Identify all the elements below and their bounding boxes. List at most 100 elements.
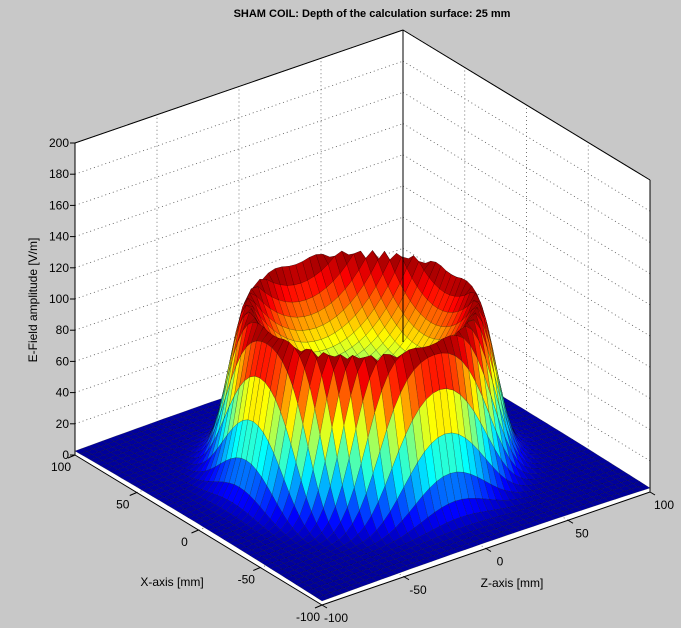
surface-patch (182, 470, 196, 477)
surface-patch (463, 531, 477, 539)
surface-patch (490, 484, 504, 501)
surface-patch (490, 395, 504, 447)
surface-patch (270, 565, 283, 572)
surface-patch (353, 325, 367, 343)
surface-patch (213, 530, 227, 537)
surface-patch (512, 412, 526, 419)
surface-patch (283, 315, 297, 331)
tick-label-z: 0 (497, 555, 504, 569)
surface-patch (345, 558, 359, 565)
surface-patch (258, 544, 271, 551)
surface-patch (437, 533, 451, 542)
surface-patch (492, 382, 505, 437)
surface-patch (517, 441, 531, 455)
surface-patch (321, 336, 334, 350)
surface-patch (503, 401, 517, 408)
surface-patch (502, 446, 516, 476)
surface-patch (218, 510, 232, 519)
surface-patch (285, 554, 299, 562)
surface-patch (266, 556, 280, 563)
surface-patch (345, 346, 358, 360)
surface-patch (292, 354, 305, 404)
surface-patch (497, 487, 511, 501)
surface-patch (370, 259, 384, 287)
tick-label-y: 180 (49, 167, 69, 181)
surface-patch (487, 534, 501, 541)
surface-patch (261, 331, 274, 345)
surface-patch (278, 557, 292, 564)
surface-patch (338, 561, 352, 568)
surface-patch (490, 342, 503, 401)
surface-patch (483, 480, 497, 501)
surface-patch (299, 549, 312, 557)
surface-patch (324, 586, 338, 593)
surface-patch (264, 541, 278, 549)
surface-patch (442, 538, 456, 546)
surface-patch (424, 443, 437, 489)
surface-patch (274, 266, 288, 286)
surface-patch (485, 359, 498, 417)
surface-patch (280, 572, 294, 579)
tick-label-x: -100 (296, 610, 320, 624)
tick-label-x: 0 (181, 535, 188, 549)
tick-mark-x (314, 604, 323, 609)
axis-edge-top-left (74, 29, 404, 144)
tick-label-y: 200 (49, 136, 69, 150)
surface-patch (365, 571, 379, 579)
tick-label-x: -50 (238, 573, 256, 587)
surface-patch (555, 511, 569, 518)
surface-patch (304, 553, 318, 560)
surface-patch (348, 567, 362, 574)
surface-patch (268, 550, 282, 558)
surface-patch (504, 435, 517, 468)
surface-patch (374, 539, 388, 549)
surface-patch (331, 584, 345, 591)
surface-patch (293, 546, 307, 553)
surface-patch (230, 420, 244, 459)
surface-patch (384, 570, 398, 577)
surface-patch (477, 357, 490, 414)
surface-patch (162, 499, 175, 506)
surface-patch (177, 508, 191, 515)
surface-patch (252, 541, 266, 548)
surface-patch (256, 550, 270, 557)
surface-patch (516, 434, 529, 442)
surface-patch (388, 527, 401, 542)
surface-patch (335, 572, 349, 579)
surface-patch (319, 583, 333, 590)
surface-patch (442, 335, 456, 357)
surface-patch (471, 302, 485, 319)
surface-patch (408, 307, 421, 327)
surface-patch (448, 500, 461, 521)
surface-patch (317, 547, 331, 555)
surface-patch (244, 527, 258, 536)
surface-patch (331, 394, 345, 458)
surface-patch (405, 562, 419, 570)
tick-mark-x (67, 454, 76, 459)
surface-patch (225, 502, 239, 515)
surface-patch (400, 559, 413, 566)
grid-line-y-right (402, 92, 651, 243)
tick-mark-z (485, 548, 492, 552)
surface-patch (512, 445, 526, 467)
tick-mark-z (567, 519, 574, 524)
surface-patch (447, 353, 461, 396)
surface-patch (398, 565, 412, 572)
surface-patch (495, 499, 509, 510)
surface-patch (350, 561, 364, 569)
surface-patch (249, 552, 263, 560)
surface-patch (334, 250, 348, 274)
surface-patch (417, 542, 431, 550)
surface-patch (239, 546, 253, 553)
tick-mark-x (191, 529, 199, 534)
surface-patch (528, 520, 542, 527)
surface-patch (187, 514, 201, 522)
tick-label-x: 100 (51, 460, 71, 474)
surface-patch (213, 396, 226, 442)
surface-patch (232, 315, 245, 360)
surface-patch (362, 562, 376, 570)
surface-patch (524, 447, 538, 455)
surface-patch (316, 553, 330, 561)
surface-patch (489, 413, 502, 460)
surface-patch (423, 539, 437, 547)
